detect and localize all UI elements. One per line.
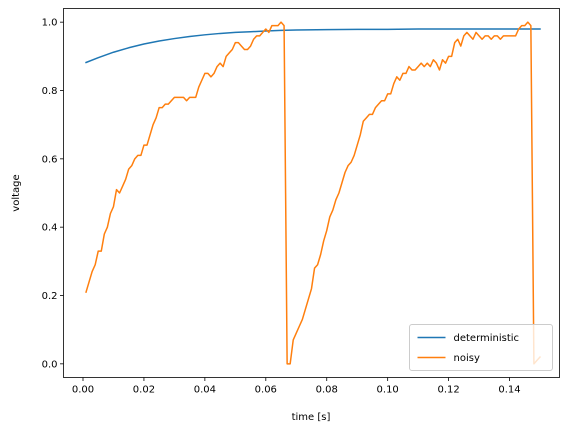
y-tick-label: 0.6 (42, 154, 58, 165)
y-tick-label: 0.4 (42, 223, 58, 234)
x-tick-label: 0.04 (194, 385, 216, 396)
legend-label-noisy: noisy (454, 353, 480, 364)
x-axis-ticks: 0.00 0.02 0.04 0.06 0.08 0.10 0.12 0.14 (72, 377, 521, 396)
y-tick-label: 1.0 (42, 18, 58, 29)
x-tick-label: 0.06 (255, 385, 277, 396)
legend: deterministic noisy (409, 324, 553, 371)
x-tick-label: 0.00 (72, 385, 94, 396)
y-axis-label: voltage (11, 174, 22, 211)
y-tick-label: 0.2 (42, 291, 58, 302)
series-layer (85, 21, 542, 365)
x-tick-label: 0.10 (377, 385, 399, 396)
y-axis-ticks: 0.0 0.2 0.4 0.6 0.8 1.0 (42, 18, 64, 370)
x-axis-label: time [s] (292, 412, 331, 423)
series-line-deterministic (85, 28, 541, 64)
y-tick-label: 0.8 (42, 86, 58, 97)
plot-area (63, 8, 560, 378)
plot-frame (63, 8, 560, 378)
legend-frame (409, 324, 553, 371)
x-tick-label: 0.12 (437, 385, 459, 396)
legend-label-deterministic: deterministic (454, 333, 520, 344)
x-tick-label: 0.08 (316, 385, 338, 396)
series-line-noisy (85, 21, 542, 365)
x-tick-label: 0.02 (133, 385, 155, 396)
x-tick-label: 0.14 (498, 385, 520, 396)
y-tick-label: 0.0 (42, 359, 58, 370)
